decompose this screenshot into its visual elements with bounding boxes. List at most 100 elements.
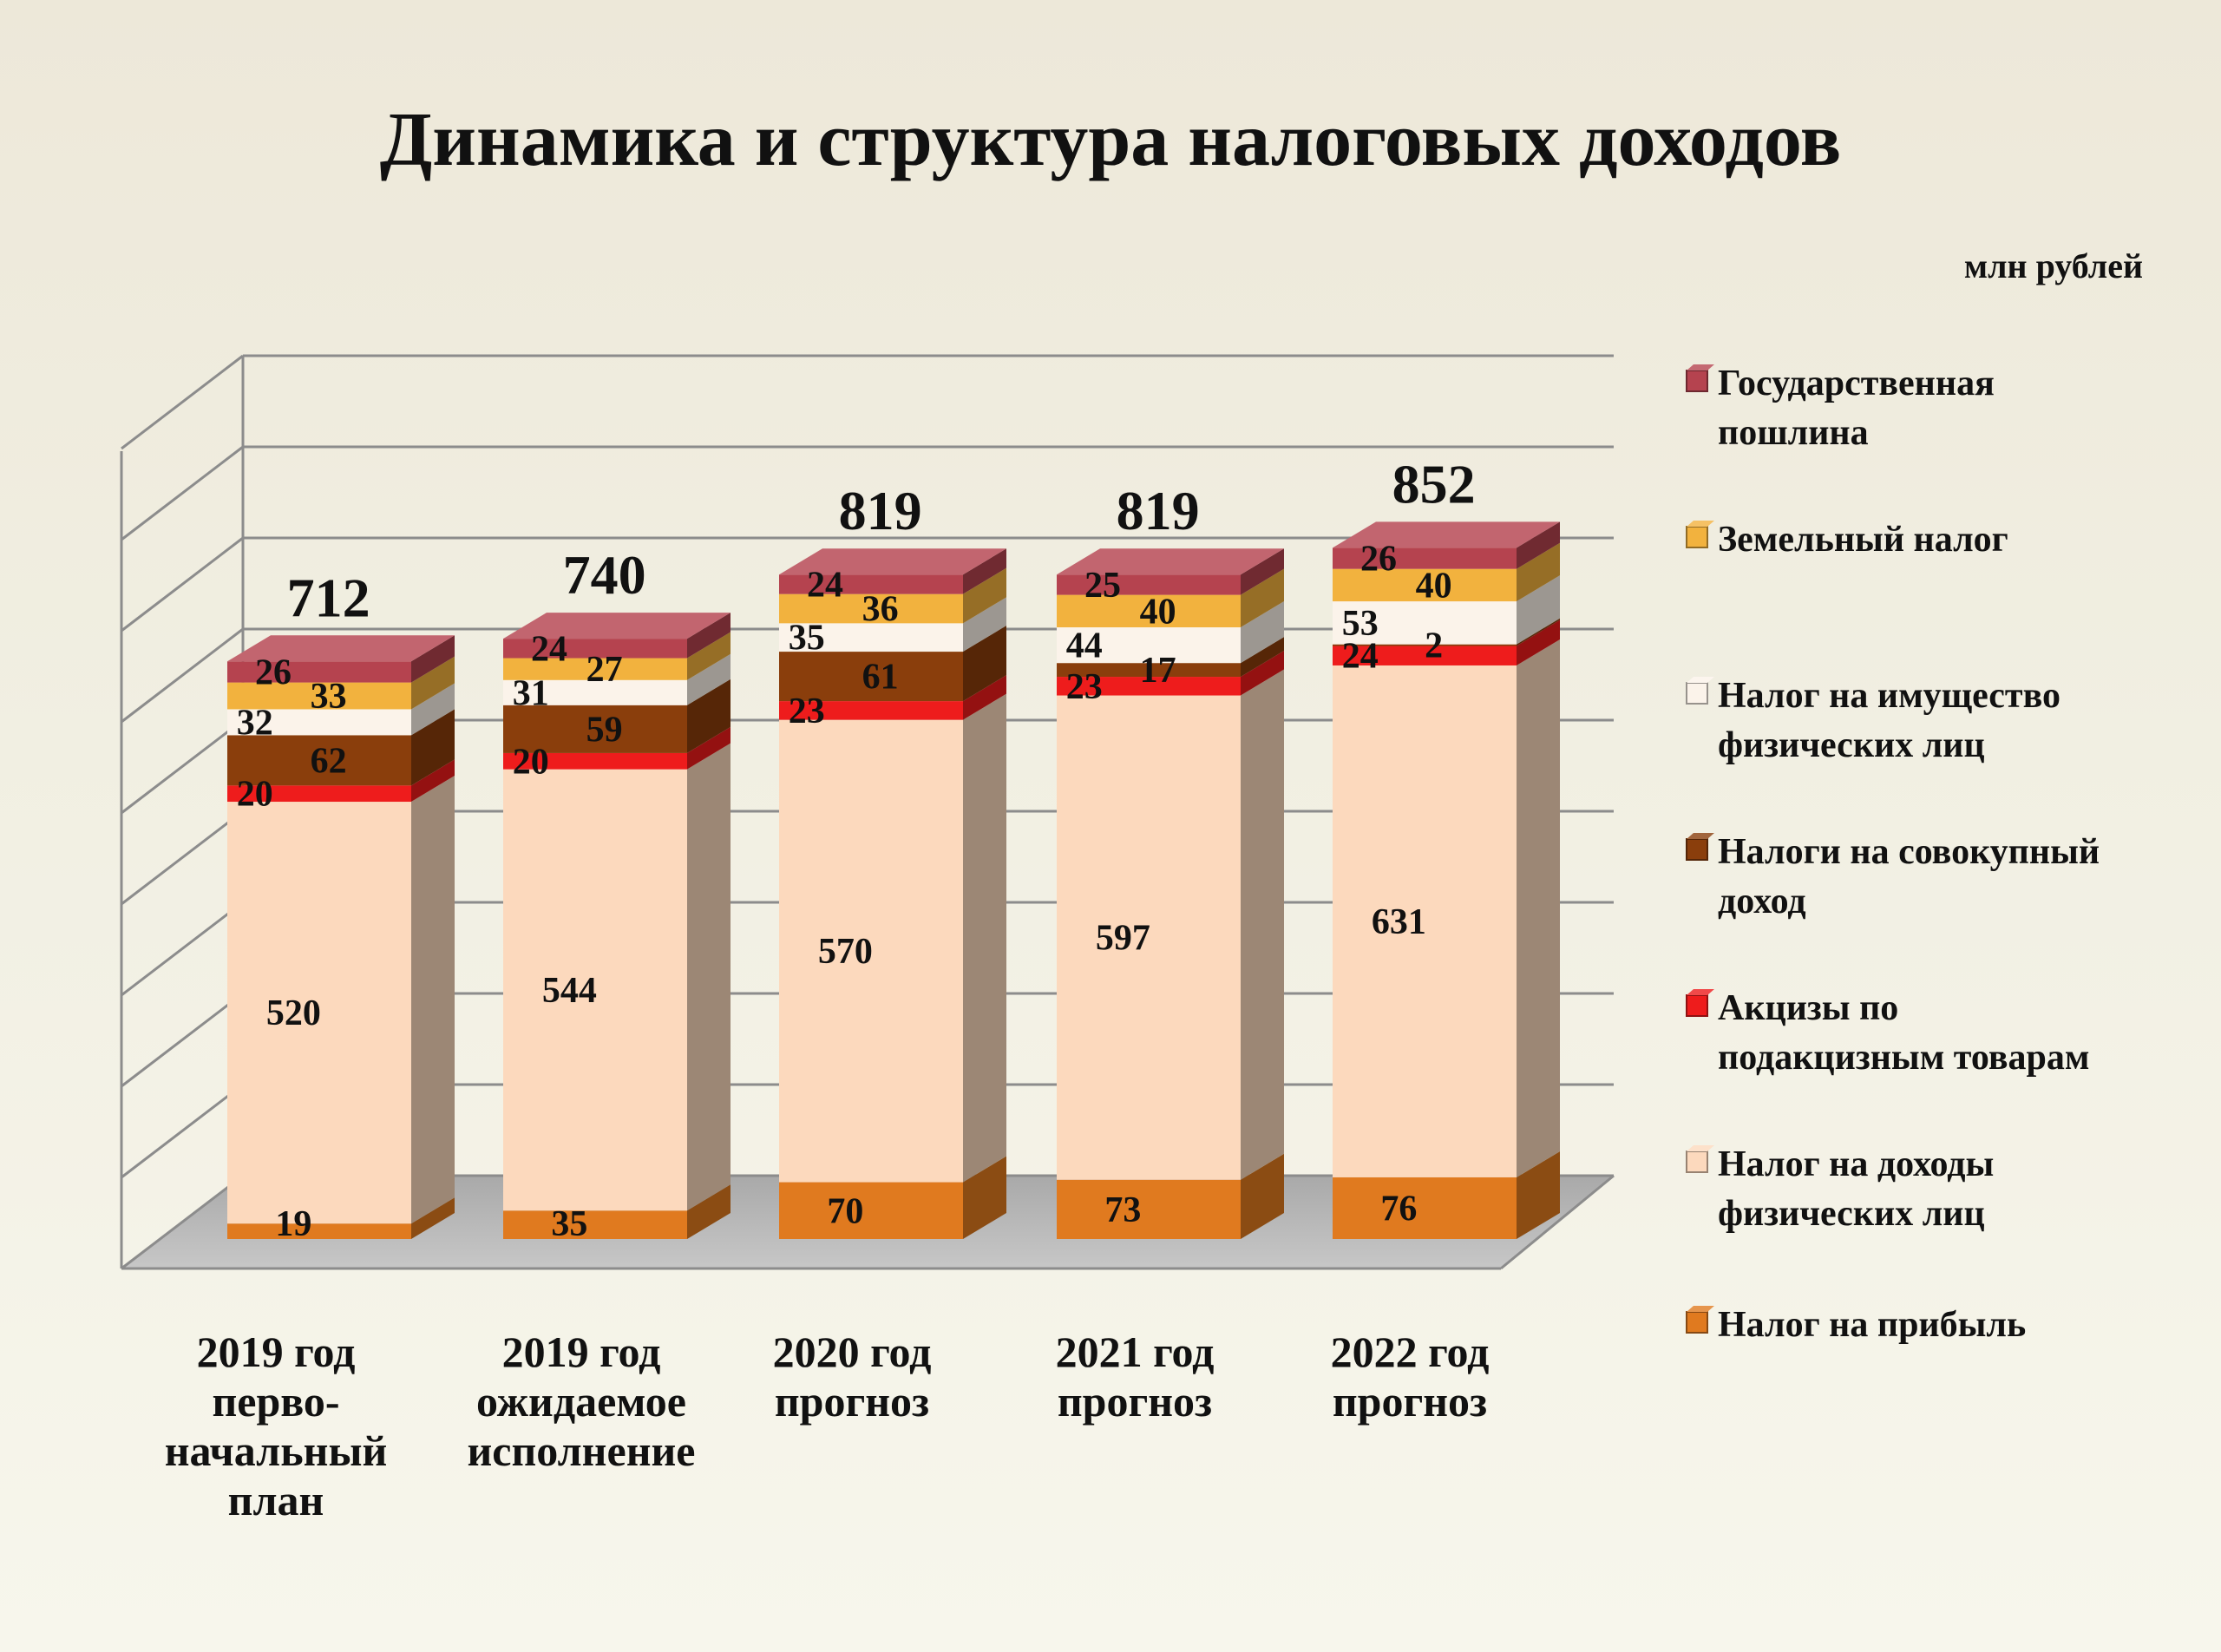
gridline-side [121, 627, 244, 724]
data-label: 17 [1140, 651, 1176, 691]
legend-item: Налог на прибыль [1686, 1305, 2026, 1345]
data-label: 23 [789, 692, 825, 731]
bar-segment-side [963, 693, 1006, 1183]
bar-segment-side [1517, 521, 1560, 569]
total-label: 819 [839, 480, 922, 541]
bar-segment [1333, 1177, 1517, 1239]
legend: Государственная пошлина Земельный налог Нал… [1686, 364, 2100, 1345]
category-label: 2021 год [1056, 1328, 1215, 1376]
bar-segment [503, 658, 687, 680]
data-label: 36 [862, 590, 899, 630]
bar-top [1057, 548, 1284, 575]
bar-segment-side [963, 597, 1006, 652]
gridline-side [121, 445, 244, 541]
bar-segment-side [1517, 618, 1560, 646]
gridline-side [121, 354, 244, 450]
gridline-side [121, 1083, 244, 1179]
data-label: 44 [1066, 626, 1103, 666]
bar-segment-side [687, 1184, 731, 1239]
gridline-side [121, 901, 244, 997]
bar-stack: 19 520 20 62 32 33 26 712 [227, 567, 455, 1244]
legend-item: Налоги на совокупный доход [1686, 832, 2100, 921]
bar-segment [227, 709, 411, 736]
bar-segment [1057, 663, 1241, 678]
data-label: 597 [1096, 919, 1150, 959]
bar-segment-side [687, 653, 731, 705]
legend-swatch-top [1687, 1306, 1714, 1312]
bar-segment [1057, 574, 1241, 595]
bar-segment-side [963, 567, 1006, 624]
bar-segment-side [411, 709, 455, 786]
legend-label: Акцизы по [1718, 988, 1898, 1028]
data-label: 61 [862, 658, 899, 698]
bar-segment-side [1517, 542, 1560, 602]
legend-swatch [1686, 526, 1708, 548]
legend-swatch [1686, 370, 1708, 392]
legend-swatch [1686, 838, 1708, 861]
floor-right-edge [1500, 1174, 1615, 1270]
data-label: 33 [311, 677, 347, 717]
gridline-side [121, 1174, 244, 1270]
bar-segment-side [963, 675, 1006, 720]
data-label: 570 [818, 932, 873, 972]
bar-segment [1333, 568, 1517, 602]
bar-segment-side [1517, 620, 1560, 665]
data-label: 31 [513, 673, 549, 713]
category-label: прогноз [775, 1377, 929, 1426]
gridline-side [121, 992, 244, 1088]
category-label: перво- [212, 1377, 339, 1426]
data-label: 2 [1425, 626, 1443, 666]
data-label: 520 [266, 993, 321, 1033]
bar-stack: 35 544 20 59 31 27 24 740 [503, 544, 731, 1244]
legend-label: доход [1718, 882, 1806, 921]
data-label: 40 [1416, 566, 1452, 606]
data-label: 73 [1104, 1190, 1141, 1230]
bar-segment [1057, 1179, 1241, 1239]
data-label: 70 [827, 1191, 863, 1231]
bar-segment-side [687, 632, 731, 680]
bar-segment-side [1241, 651, 1284, 696]
data-label: 20 [513, 742, 549, 782]
legend-label: Налог на прибыль [1718, 1305, 2026, 1345]
bar-segment-side [1241, 601, 1284, 664]
bar-segment [227, 661, 411, 683]
category-label: ожидаемое [476, 1377, 686, 1426]
bar-segment [1057, 594, 1241, 628]
bar-top [503, 613, 731, 639]
legend-label: Государственная [1718, 364, 1995, 403]
bar-segment [779, 1182, 963, 1239]
legend-swatch [1686, 1150, 1708, 1173]
legend-item: Акцизы по подакцизным товарам [1686, 988, 2090, 1078]
bar-segment-side [1241, 669, 1284, 1180]
unit-label: млн рублей [1964, 246, 2143, 285]
legend-swatch [1686, 994, 1708, 1017]
data-label: 35 [551, 1204, 587, 1244]
bar-segment [227, 785, 411, 803]
gridline-side [121, 718, 244, 815]
bar-segment [227, 1223, 411, 1239]
bar-segment-side [411, 635, 455, 683]
data-label: 25 [1084, 566, 1121, 606]
legend-label: физических лиц [1718, 1194, 1985, 1234]
bar-top [779, 548, 1006, 575]
data-label: 26 [1360, 540, 1397, 580]
bar-segment-side [687, 613, 731, 659]
bar-segment-side [411, 656, 455, 710]
bar-segment-side [411, 683, 455, 736]
bar-stack: 70 570 23 61 35 36 24 819 [779, 480, 1006, 1239]
bar-segment [779, 701, 963, 720]
data-label: 53 [1342, 604, 1379, 644]
legend-swatch-top [1687, 1145, 1714, 1151]
category-label: 2019 год [197, 1328, 356, 1376]
bar-segment-side [963, 626, 1006, 702]
data-label: 631 [1372, 902, 1426, 942]
bar-segment [503, 769, 687, 1211]
bar-segment-side [963, 548, 1006, 594]
data-label: 24 [531, 629, 567, 669]
total-label: 740 [563, 544, 646, 606]
legend-label: Налог на доходы [1718, 1144, 1994, 1184]
bar-stack: 76 631 24 2 53 40 26 852 [1333, 453, 1560, 1239]
legend-swatch [1686, 1311, 1708, 1334]
